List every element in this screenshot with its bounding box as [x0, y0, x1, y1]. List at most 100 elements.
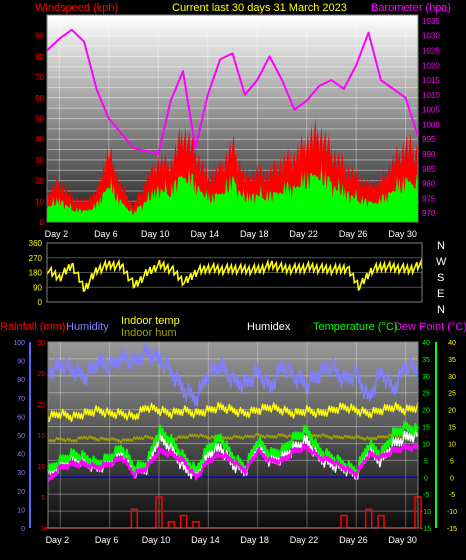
barometer-tick-1015: 1015	[422, 76, 440, 85]
temp-x-tick-day-22: Day 22	[290, 535, 319, 545]
dewpoint-tick-20: 20	[448, 408, 456, 415]
windspeed-average-area	[47, 162, 418, 222]
dewpoint-tick-30: 30	[448, 374, 456, 381]
humidity-tick-40: 40	[17, 452, 25, 459]
wind-x-tick-day-2: Day 2	[45, 229, 69, 239]
temperature-tick--10: -10	[421, 509, 431, 516]
wind-x-tick-day-26: Day 26	[339, 229, 368, 239]
dewpoint-tick-0: 0	[450, 475, 454, 482]
wind-panel-x-axis: Day 2 Day 6 Day 10 Day 14 Day 18 Day 22 Day 26…	[45, 229, 417, 239]
temp-x-tick-day-10: Day 10	[142, 535, 171, 545]
windspeed-tick-20: 20	[35, 177, 44, 186]
humidity-tick-0: 0	[21, 526, 25, 533]
temperature-tick-25: 25	[422, 391, 430, 398]
rainfall-tick-20: 20	[37, 402, 45, 409]
direction-tick-180: 180	[29, 269, 43, 278]
humidity-tick-100: 100	[13, 340, 25, 347]
rainfall-tick-10: 10	[37, 464, 45, 471]
rainfall-tick-0: 0	[41, 526, 45, 533]
dewpoint-tick--5: -5	[449, 492, 455, 499]
compass-label-w: W	[436, 256, 447, 268]
windspeed-tick-70: 70	[35, 73, 44, 82]
temp-x-tick-day-30: Day 30	[388, 535, 417, 545]
temperature-tick-0: 0	[424, 475, 428, 482]
wind-x-tick-day-18: Day 18	[240, 229, 269, 239]
direction-tick-0: 0	[38, 298, 43, 307]
dewpoint-tick--15: -15	[447, 526, 457, 533]
compass-label-n-bottom: N	[437, 304, 445, 316]
chart-title: Current last 30 days 31 March 2023	[172, 2, 347, 14]
dewpoint-tick-15: 15	[448, 425, 456, 432]
direction-tick-270: 270	[29, 254, 43, 263]
direction-panel-frame	[46, 242, 423, 303]
windspeed-tick-30: 30	[35, 156, 44, 165]
legend-temperature: Temperature (°C)	[313, 321, 397, 333]
wind-x-tick-day-6: Day 6	[94, 229, 118, 239]
barometer-tick-990: 990	[422, 150, 436, 159]
wind-x-tick-day-14: Day 14	[191, 229, 220, 239]
dewpoint-tick-40: 40	[448, 340, 456, 347]
dewpoint-tick-25: 25	[448, 391, 456, 398]
compass-label-e: E	[437, 288, 444, 300]
legend-humidity: Humidity	[66, 321, 109, 333]
humidity-tick-50: 50	[17, 433, 25, 440]
windspeed-axis-title: Windspeed (kph)	[35, 2, 118, 14]
windspeed-tick-90: 90	[35, 32, 44, 41]
barometer-tick-1030: 1030	[422, 32, 440, 41]
temp-x-tick-day-14: Day 14	[191, 535, 220, 545]
windspeed-tick-10: 10	[35, 197, 44, 206]
barometer-tick-985: 985	[422, 165, 436, 174]
legend-dew-point: Dew Point (°C)	[394, 321, 466, 333]
temperature-tick-40: 40	[422, 340, 430, 347]
legend-humidex: Humidex	[247, 321, 291, 333]
barometer-tick-1000: 1000	[422, 120, 440, 129]
rainfall-tick-15: 15	[37, 433, 45, 440]
dewpoint-tick-35: 35	[448, 357, 456, 364]
wind-direction-line	[46, 258, 423, 292]
humidity-tick-70: 70	[17, 396, 25, 403]
wind-x-tick-day-30: Day 30	[388, 229, 417, 239]
wind-x-tick-day-22: Day 22	[289, 229, 318, 239]
indoor-temp-line	[47, 401, 419, 423]
barometer-tick-970: 970	[422, 209, 436, 218]
windspeed-tick-40: 40	[35, 135, 44, 144]
temperature-panel-frame	[47, 341, 419, 529]
temperature-tick-10: 10	[422, 441, 430, 448]
windspeed-tick-60: 60	[35, 94, 44, 103]
barometer-tick-1035: 1035	[422, 17, 440, 26]
dewpoint-tick-5: 5	[450, 458, 454, 465]
barometer-tick-1005: 1005	[422, 106, 440, 115]
barometer-tick-980: 980	[422, 180, 436, 189]
dewpoint-tick-10: 10	[448, 441, 456, 448]
humidity-tick-80: 80	[17, 377, 25, 384]
indoor-hum-line	[47, 432, 419, 444]
rainfall-tick-30: 30	[37, 340, 45, 347]
temperature-tick--15: -15	[421, 526, 431, 533]
temperature-tick-30: 30	[422, 374, 430, 381]
direction-axis: 0 90 180 270 360	[29, 239, 43, 307]
humidity-line	[47, 343, 419, 408]
direction-panel-marks	[46, 258, 423, 292]
barometer-line	[46, 28, 419, 155]
wind-panel-frame	[46, 14, 419, 223]
dewpoint-tick--10: -10	[447, 509, 457, 516]
legend-indoor-hum: Indoor hum	[121, 327, 177, 339]
barometer-tick-1025: 1025	[422, 46, 440, 55]
windspeed-tick-0: 0	[40, 218, 45, 227]
windspeed-tick-50: 50	[35, 115, 44, 124]
temp-x-tick-day-18: Day 18	[240, 535, 269, 545]
rainfall-tick-5: 5	[41, 495, 45, 502]
legend-rainfall: Rainfall (mm)	[0, 321, 65, 333]
temperature-tick-35: 35	[422, 357, 430, 364]
temp-x-tick-day-6: Day 6	[95, 535, 119, 545]
wind-panel-marks	[46, 28, 419, 222]
temperature-tick-15: 15	[422, 425, 430, 432]
barometer-tick-995: 995	[422, 135, 436, 144]
barometer-tick-1020: 1020	[422, 61, 440, 70]
humidity-tick-90: 90	[17, 359, 25, 366]
wind-x-tick-day-10: Day 10	[141, 229, 170, 239]
direction-tick-90: 90	[33, 283, 42, 292]
